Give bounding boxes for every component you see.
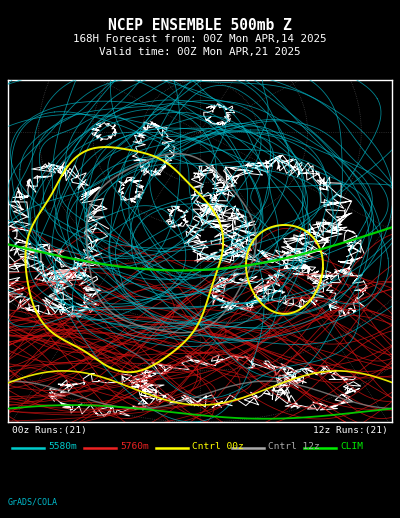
Text: 168H Forecast from: 00Z Mon APR,14 2025: 168H Forecast from: 00Z Mon APR,14 2025 [73, 34, 327, 44]
Text: 5580m: 5580m [48, 442, 77, 451]
Text: Valid time: 00Z Mon APR,21 2025: Valid time: 00Z Mon APR,21 2025 [99, 47, 301, 56]
Text: GrADS/COLA: GrADS/COLA [8, 498, 58, 507]
Text: CLIM: CLIM [340, 442, 363, 451]
Text: NCEP ENSEMBLE 500mb Z: NCEP ENSEMBLE 500mb Z [108, 18, 292, 33]
Text: 5760m: 5760m [120, 442, 149, 451]
Text: Cntrl 12z: Cntrl 12z [268, 442, 320, 451]
Text: Cntrl 00z: Cntrl 00z [192, 442, 244, 451]
Text: 12z Runs:(21): 12z Runs:(21) [313, 426, 388, 435]
Text: 00z Runs:(21): 00z Runs:(21) [12, 426, 87, 435]
